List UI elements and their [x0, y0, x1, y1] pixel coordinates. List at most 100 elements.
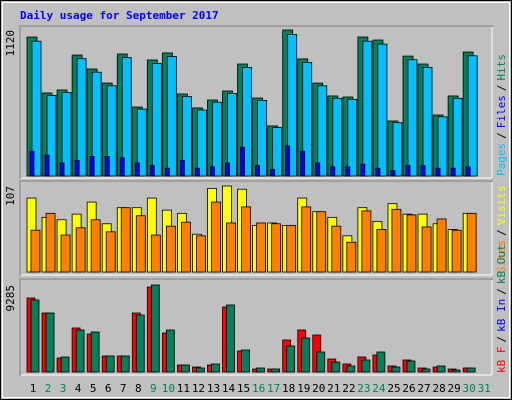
bar — [301, 206, 312, 273]
bar — [134, 162, 140, 177]
bar — [30, 299, 40, 373]
bar — [165, 329, 175, 373]
bar — [135, 314, 145, 373]
bar — [421, 226, 432, 273]
x-tick-label: 21 — [327, 382, 340, 395]
bar — [392, 122, 403, 177]
bar — [317, 85, 328, 177]
legend-entry: Hits — [495, 54, 508, 81]
bar — [361, 359, 371, 373]
bar — [435, 167, 441, 177]
bar — [406, 360, 416, 373]
bar — [136, 108, 147, 177]
bar — [271, 368, 281, 373]
bar — [315, 162, 321, 177]
bar — [165, 225, 176, 273]
legend: kB F / kB In / kB Out — [495, 244, 508, 373]
bar — [90, 331, 100, 373]
bar — [271, 223, 282, 273]
bar — [376, 351, 386, 373]
bar — [330, 166, 336, 177]
bar — [151, 63, 162, 177]
bar — [346, 241, 357, 273]
legend: Sites / Visits — [495, 186, 508, 274]
bar — [285, 145, 291, 177]
x-tick-label: 12 — [192, 382, 205, 395]
bar — [150, 234, 161, 273]
bar — [89, 156, 95, 177]
x-tick-label: 25 — [387, 382, 400, 395]
legend-entry: Visits — [495, 186, 508, 226]
bar — [390, 170, 396, 177]
bar — [421, 368, 431, 373]
x-tick-label: 28 — [432, 382, 445, 395]
bar — [331, 225, 342, 273]
x-tick-label: 1 — [30, 382, 37, 395]
bar — [197, 109, 207, 177]
legend-entry: Files — [495, 95, 508, 128]
bar — [256, 367, 266, 373]
x-tick-label: 11 — [177, 382, 190, 395]
bar — [150, 284, 160, 373]
bar — [105, 355, 115, 373]
bar — [452, 97, 463, 177]
bar — [45, 312, 55, 373]
bar — [391, 208, 402, 273]
x-tick-label: 7 — [120, 382, 127, 395]
bar — [74, 159, 80, 177]
x-tick-label: 4 — [75, 382, 82, 395]
bar — [257, 99, 268, 177]
legend-entry: Sites — [495, 240, 508, 273]
bar — [60, 234, 71, 273]
x-tick-label: 6 — [105, 382, 112, 395]
bar — [436, 218, 447, 273]
x-tick-label: 13 — [207, 382, 220, 395]
bar — [376, 229, 387, 273]
bar — [59, 162, 65, 177]
y-tick-label: 1120 — [4, 30, 17, 57]
bar — [301, 337, 311, 373]
x-tick-label: 31 — [478, 382, 491, 395]
bar — [195, 167, 200, 177]
bar — [106, 85, 117, 177]
bar — [181, 96, 192, 177]
bar — [210, 166, 215, 177]
bar — [227, 93, 237, 177]
bar — [30, 229, 41, 273]
bar — [31, 40, 42, 177]
bar — [166, 56, 177, 177]
bar — [120, 207, 131, 273]
bar — [422, 67, 433, 177]
bar — [180, 221, 191, 273]
bar — [242, 67, 252, 177]
bar — [76, 58, 87, 177]
bar — [302, 62, 313, 177]
bar — [212, 101, 222, 177]
bar — [75, 329, 85, 373]
bar — [437, 116, 448, 177]
bar — [90, 219, 101, 273]
bar — [196, 235, 206, 273]
bar — [450, 167, 456, 177]
bar — [270, 169, 276, 177]
x-tick-label: 2 — [45, 382, 52, 395]
x-tick-label: 9 — [150, 382, 157, 395]
bar — [451, 369, 461, 373]
x-tick-label: 29 — [447, 382, 460, 395]
x-tick-label: 30 — [463, 382, 476, 395]
bar — [226, 304, 235, 373]
bar — [211, 201, 221, 273]
bar — [120, 355, 130, 373]
bar — [436, 365, 446, 373]
x-tick-label: 27 — [417, 382, 430, 395]
legend-separator: / — [495, 229, 508, 236]
legend-separator: / — [495, 336, 508, 343]
legend-separator: / — [495, 85, 508, 92]
x-tick-label: 14 — [222, 382, 236, 395]
legend-separator: / — [495, 288, 508, 295]
bar — [467, 55, 478, 177]
bar — [405, 165, 411, 177]
bar — [46, 95, 57, 177]
bar — [346, 365, 356, 373]
bar — [241, 349, 250, 373]
